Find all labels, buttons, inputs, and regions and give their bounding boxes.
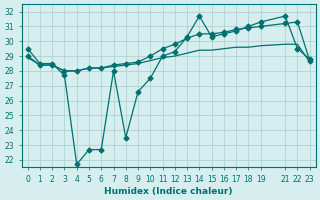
X-axis label: Humidex (Indice chaleur): Humidex (Indice chaleur) — [104, 187, 233, 196]
